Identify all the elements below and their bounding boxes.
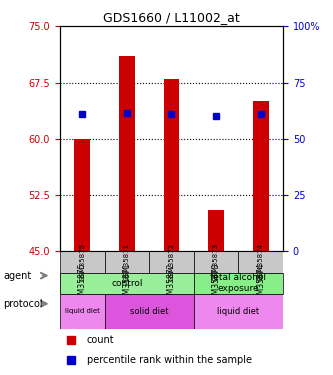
Bar [119,56,135,251]
Text: count: count [87,335,114,345]
FancyBboxPatch shape [194,273,238,294]
FancyBboxPatch shape [149,273,194,294]
Text: GSM35874: GSM35874 [258,243,264,281]
Bar [194,273,283,294]
Bar [75,139,90,251]
Bar [194,294,283,329]
Text: liquid diet: liquid diet [65,308,100,314]
Text: GSM35871: GSM35871 [124,243,130,281]
Bar [253,101,268,251]
Bar [149,251,194,273]
Text: percentile rank within the sample: percentile rank within the sample [87,355,252,365]
Bar [105,251,149,273]
Text: GSM35873: GSM35873 [213,243,219,281]
Text: GSM35871: GSM35871 [122,262,132,304]
Bar [208,210,224,251]
Text: GSM35875: GSM35875 [79,243,85,281]
Bar [238,251,283,273]
FancyBboxPatch shape [60,273,105,294]
Bar [105,294,194,329]
Text: GSM35872: GSM35872 [167,262,176,304]
Text: control: control [111,279,143,288]
Text: GSM35872: GSM35872 [168,243,174,281]
Title: GDS1660 / L11002_at: GDS1660 / L11002_at [103,11,240,24]
Bar [60,251,105,273]
Bar [194,251,238,273]
Text: liquid diet: liquid diet [217,307,259,316]
Bar [60,294,105,329]
Text: fetal alcohol
exposure: fetal alcohol exposure [210,273,266,293]
FancyBboxPatch shape [105,273,149,294]
Text: protocol: protocol [3,299,43,309]
Text: GSM35873: GSM35873 [211,262,221,304]
Text: GSM35875: GSM35875 [78,262,87,304]
Text: GSM35874: GSM35874 [256,262,265,304]
Bar [60,273,194,294]
Text: agent: agent [3,271,32,280]
Bar [164,79,179,251]
Text: solid diet: solid diet [130,307,168,316]
FancyBboxPatch shape [238,273,283,294]
